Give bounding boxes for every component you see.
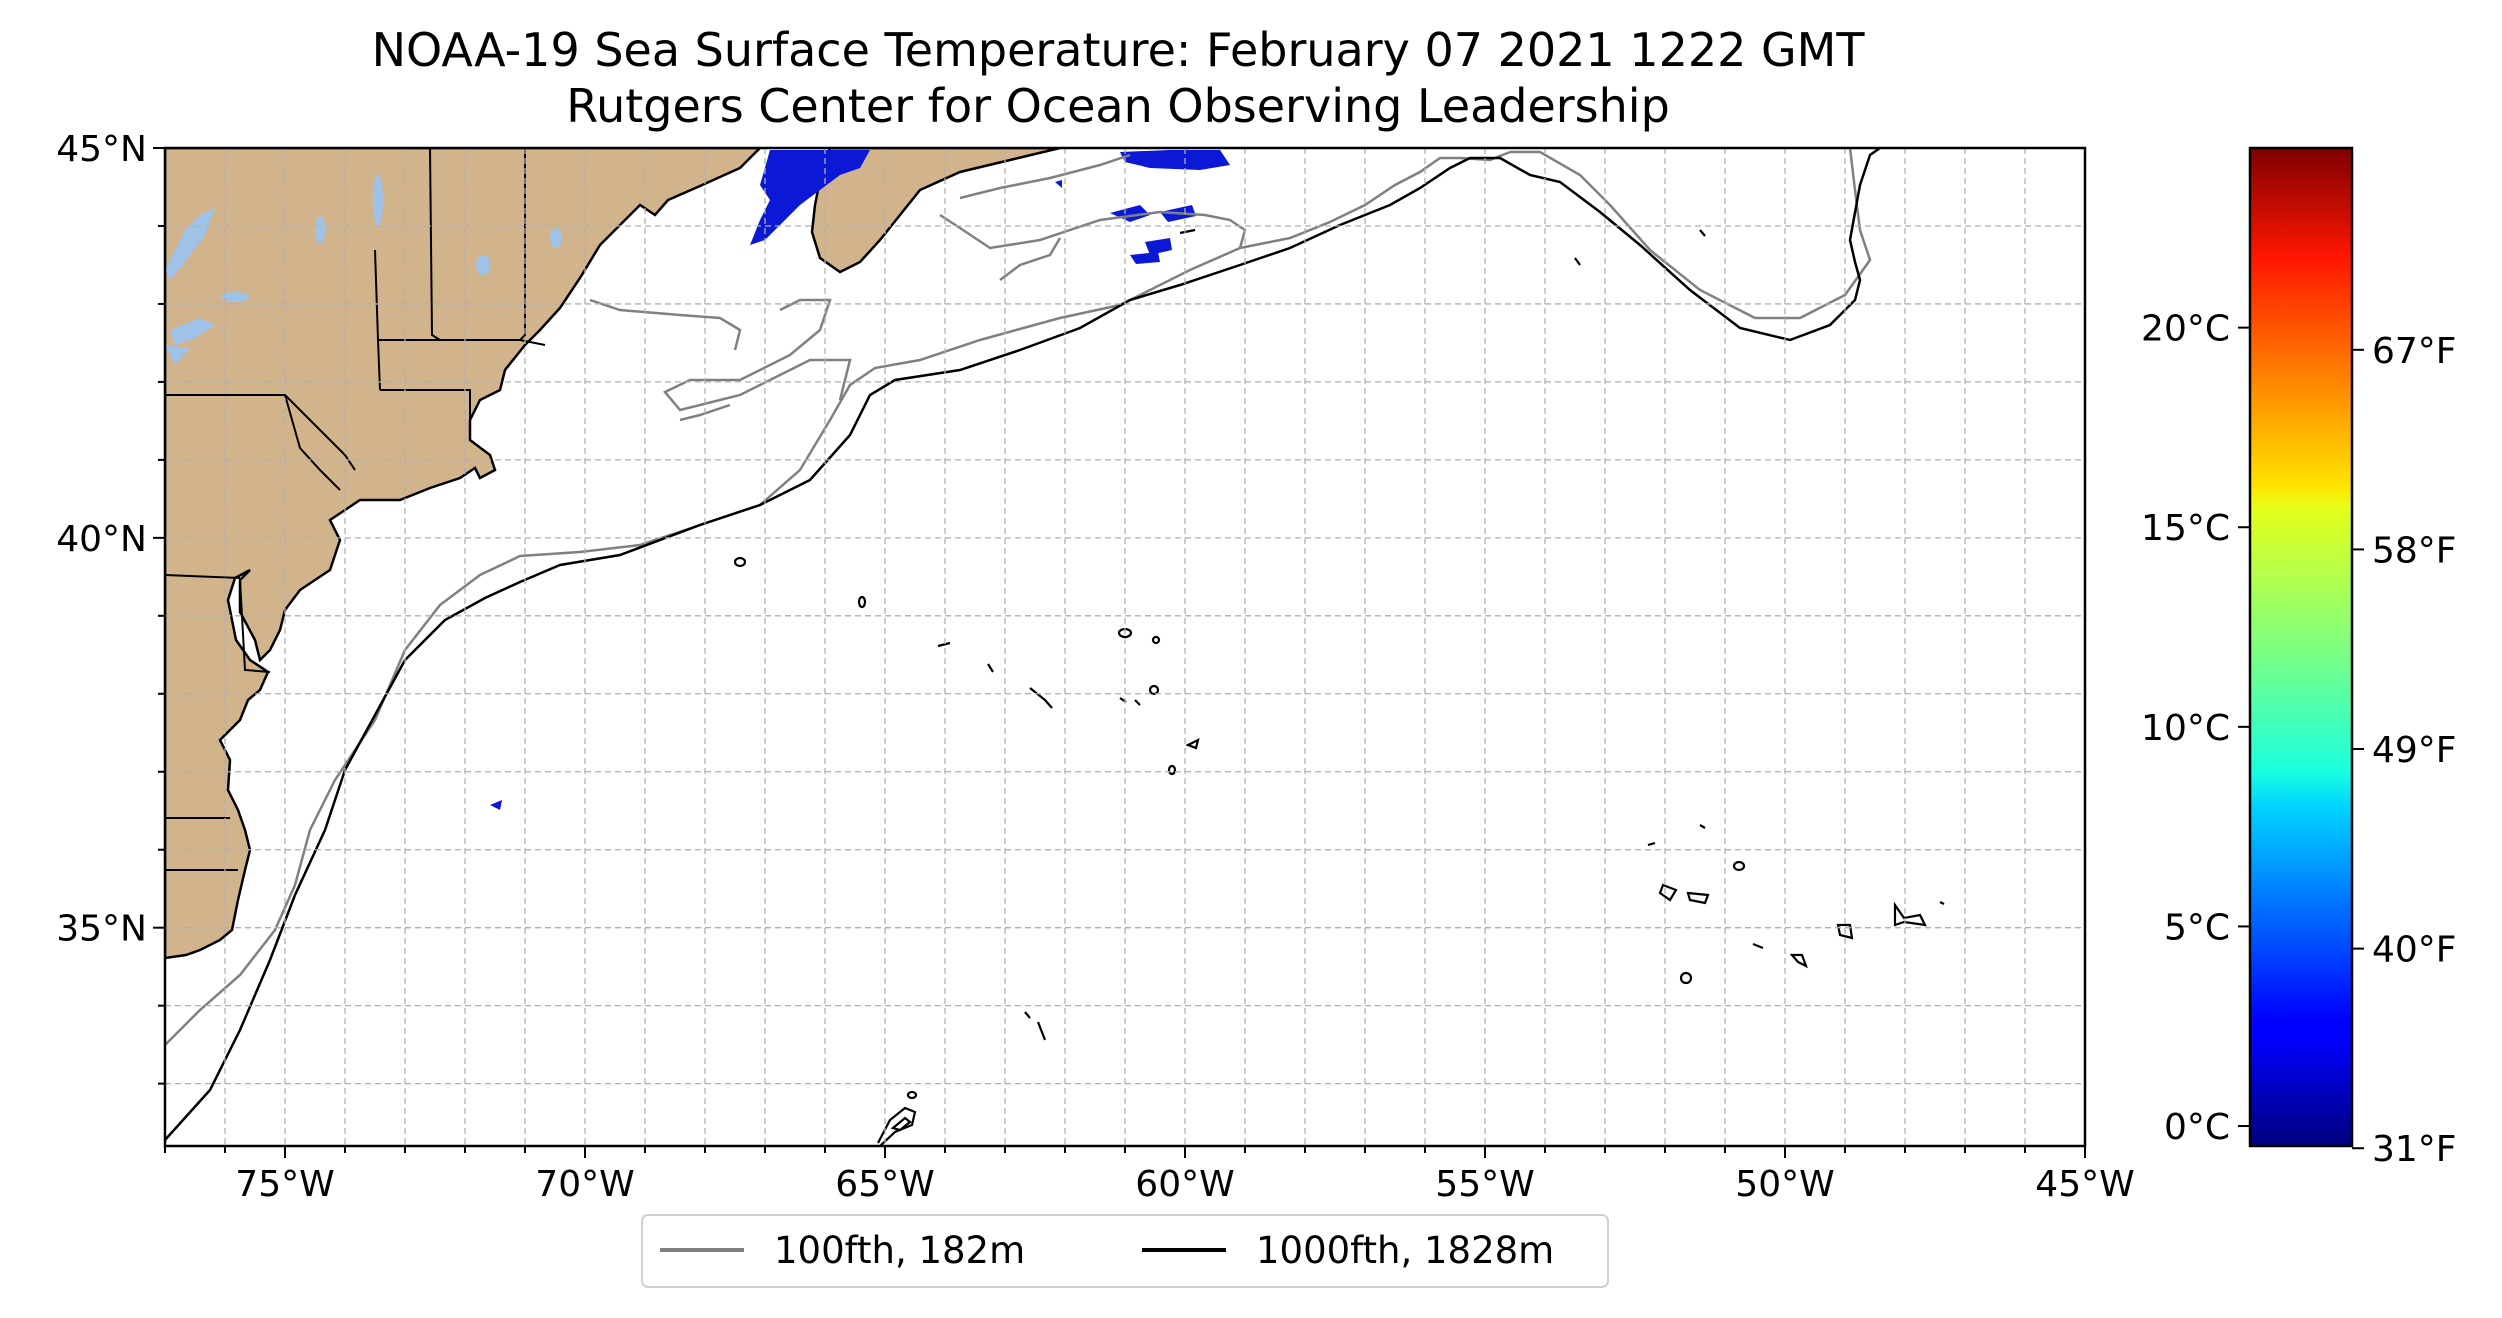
lon-tick-label: 75°W [235,1164,334,1205]
colorbar-f-label: 31°F [2372,1129,2457,1170]
lakes [165,174,562,365]
state-borders [165,148,546,871]
colorbar-ticks: 0°C 5°C 10°C 15°C 20°C 31°F 40°F 49°F 58°F 67°F [2141,309,2456,1171]
seamount-contours [733,228,1945,1146]
colorbar-f-label: 58°F [2372,530,2457,571]
lon-tick-label: 65°W [835,1164,934,1205]
colorbar-f-label: 67°F [2372,331,2457,372]
map-area: 75°W 70°W 65°W 60°W 55°W 50°W 45°W 45°N 40°N 35°N [56,129,2134,1205]
lat-tick-label: 40°N [56,519,147,560]
colorbar-c-label: 10°C [2141,708,2230,749]
legend-label-100fth: 100fth, 182m [774,1229,1025,1272]
colorbar-f-label: 49°F [2372,730,2457,771]
sst-cold-patches [490,150,1230,810]
map-subtitle: Rutgers Center for Ocean Observing Leade… [566,79,1670,133]
lon-tick-label: 60°W [1135,1164,1234,1205]
lon-tick-label: 55°W [1435,1164,1534,1205]
colorbar-c-label: 5°C [2164,907,2230,948]
gridlines [165,148,2085,1146]
lon-tick-label: 45°W [2035,1164,2134,1205]
temperature-colorbar: 0°C 5°C 10°C 15°C 20°C 31°F 40°F 49°F 58°F 67°F [2141,146,2457,1171]
contour-legend: 100fth, 182m 1000fth, 1828m [641,1214,1609,1288]
map-title: NOAA-19 Sea Surface Temperature: Februar… [372,23,1866,77]
colorbar-c-label: 20°C [2141,309,2230,350]
colorbar-c-label: 0°C [2164,1107,2230,1148]
legend-label-1000fth: 1000fth, 1828m [1256,1229,1554,1272]
lon-tick-label: 50°W [1735,1164,1834,1205]
land-maritimes [810,148,1061,274]
lat-tick-label: 45°N [56,129,147,170]
colorbar-f-label: 40°F [2372,930,2457,971]
contour-1000fth [165,148,1881,1141]
map-axis-ticks: 75°W 70°W 65°W 60°W 55°W 50°W 45°W 45°N 40°N 35°N [56,129,2134,1205]
lon-tick-label: 70°W [535,1164,634,1205]
lat-tick-label: 35°N [56,909,147,950]
land-mass [165,148,762,960]
colorbar-c-label: 15°C [2141,508,2230,549]
colorbar-gradient [2248,146,2354,1148]
